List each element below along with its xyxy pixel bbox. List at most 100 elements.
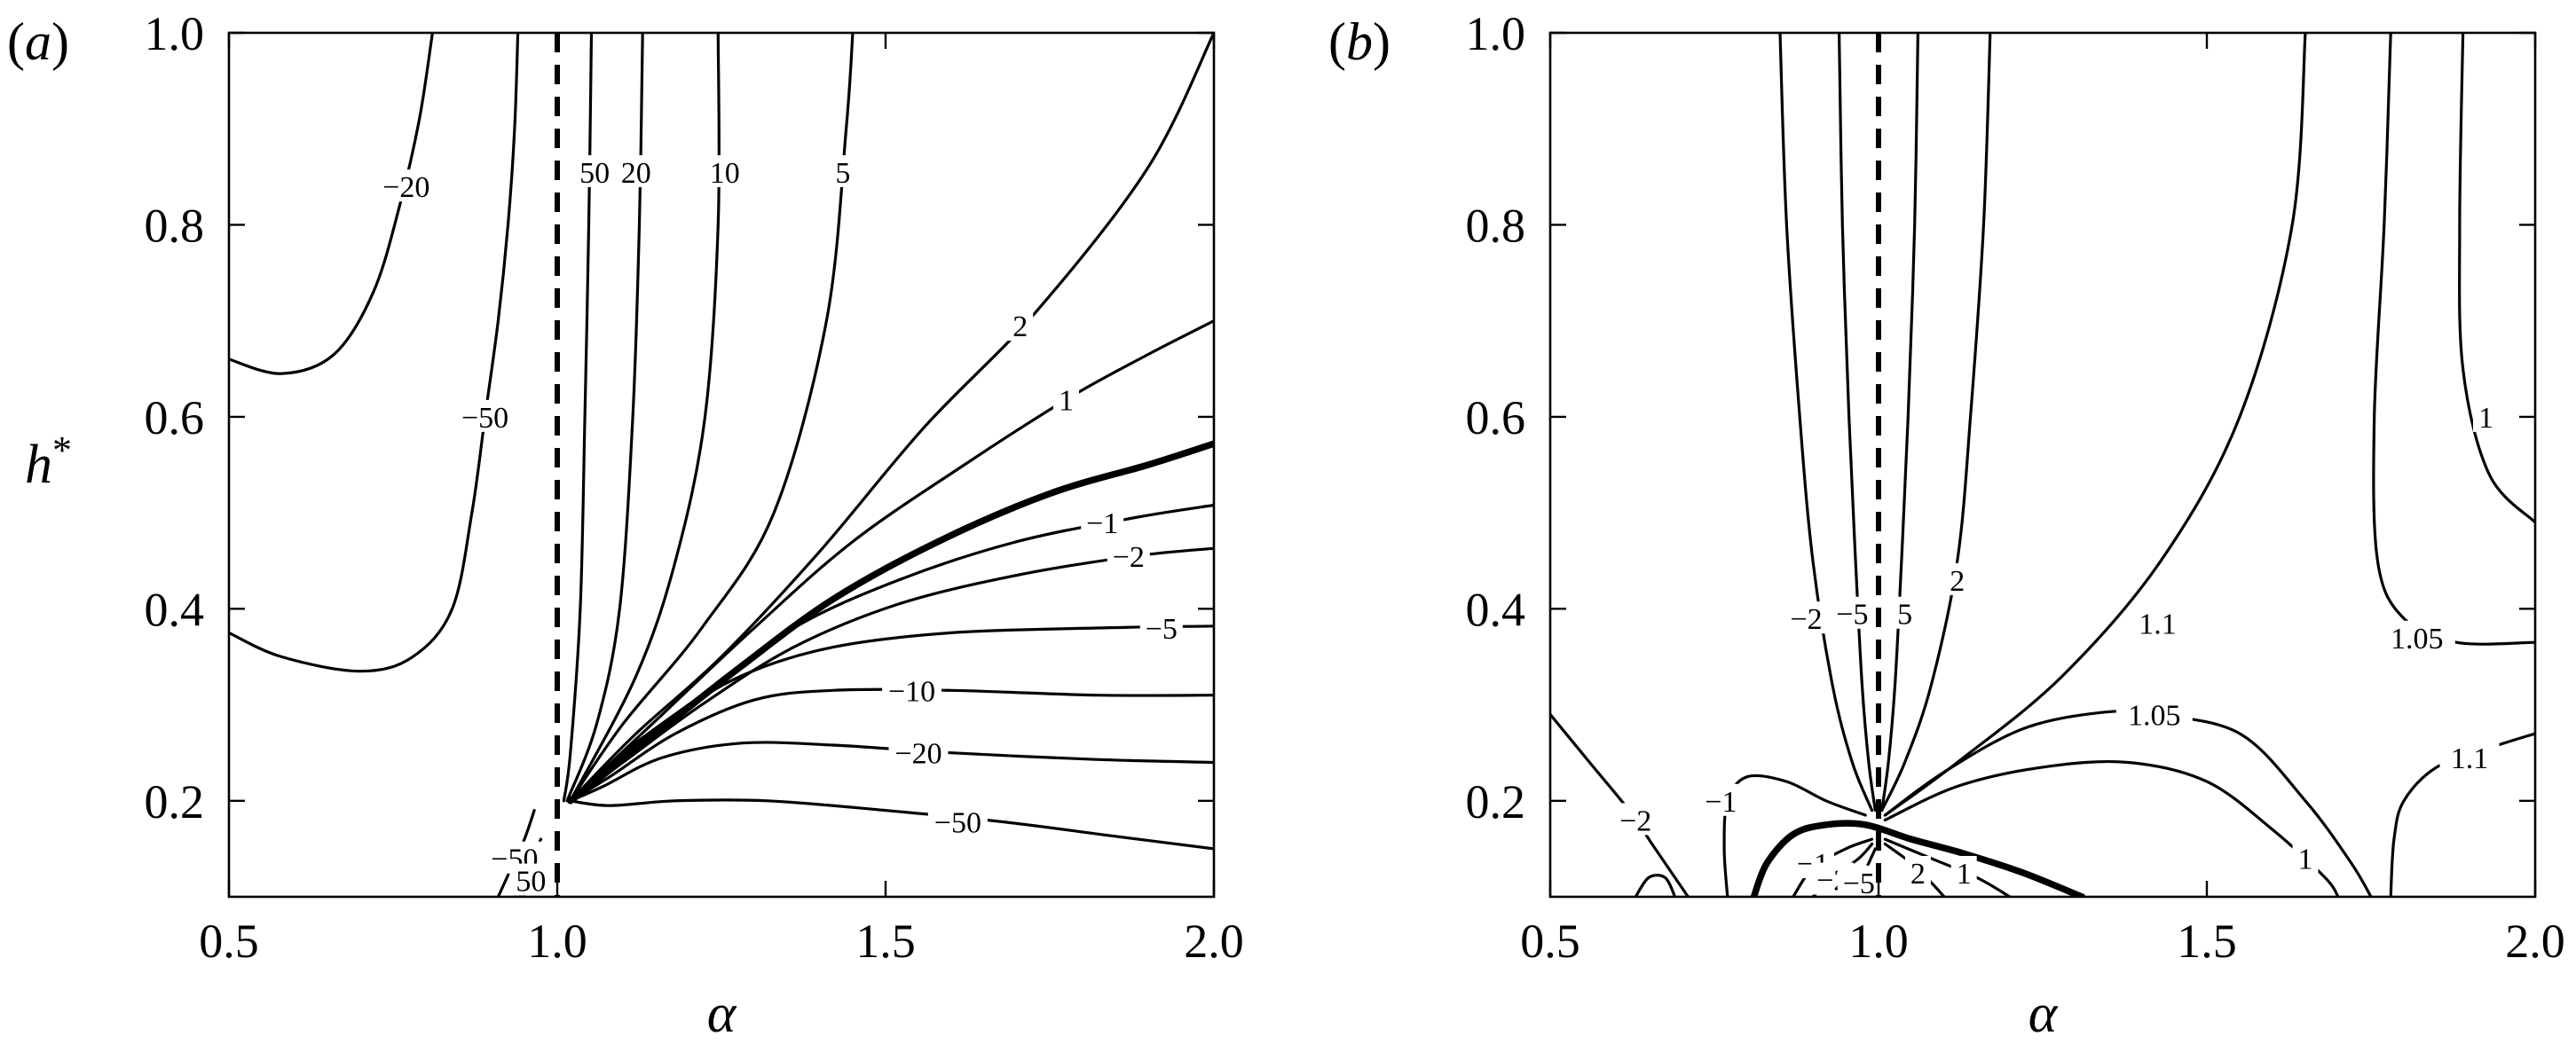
contour-label-bg — [1904, 855, 1931, 888]
y-tick-label: 0.2 — [1466, 775, 1526, 828]
contour-label-4: 1.1 — [2139, 609, 2177, 641]
contour-line-2 — [562, 33, 594, 803]
contour-label-4: 10 — [710, 157, 740, 190]
contour-label-bg — [1107, 538, 1150, 571]
contour-line-8 — [567, 440, 1214, 805]
contour-label-11: −1 — [1705, 786, 1737, 819]
contour-line-1 — [229, 33, 520, 673]
x-tick-label: 1.5 — [855, 915, 916, 968]
contour-line-6 — [569, 33, 1214, 803]
contour-label-6: 2 — [1012, 310, 1028, 343]
contour-label-bg — [703, 154, 746, 187]
contour-label-bg — [455, 399, 516, 432]
contour-label-12: −10 — [888, 675, 935, 708]
contour-label-9: 1.1 — [2451, 742, 2489, 775]
contour-line-2 — [1880, 33, 1919, 813]
contour-label-bg — [2378, 620, 2455, 653]
contour-line-7 — [569, 319, 1214, 803]
contour-label-bg — [1053, 382, 1079, 415]
contour-label-bg — [1784, 601, 1828, 634]
panel-label: (a) — [7, 12, 69, 71]
contour-label-bg — [927, 805, 988, 837]
contour-label-18: 1 — [1957, 858, 1972, 891]
contour-label-bg — [1837, 865, 1880, 898]
contour-label-bg — [888, 735, 949, 768]
contour-label-2: 5 — [1897, 599, 1912, 632]
contour-label-bg — [1139, 610, 1183, 643]
plot-frame — [227, 31, 1216, 899]
x-axis-label: α — [2029, 984, 2059, 1044]
contour-line-13 — [569, 741, 1214, 803]
contour-line-12 — [569, 687, 1214, 803]
contour-label-10: −2 — [1619, 805, 1651, 837]
y-tick-label: 0.8 — [145, 199, 205, 252]
contour-line-0 — [229, 33, 434, 375]
contour-label-6: 1.05 — [2391, 623, 2444, 656]
contour-label-bg — [2115, 697, 2193, 730]
contour-label-bg — [1892, 596, 1918, 629]
contour-label-bg — [1950, 855, 1977, 888]
plot-frame — [1548, 31, 2537, 899]
contour-label-5: 5 — [835, 157, 850, 190]
contour-line-12 — [1750, 820, 2086, 897]
contour-line-4 — [1883, 33, 2307, 817]
contour-label-16: 50 — [516, 866, 546, 899]
y-tick-label: 1.0 — [1466, 7, 1526, 60]
contour-label-bg — [882, 673, 942, 706]
contour-line-11 — [1722, 773, 1867, 897]
contour-label-1: −5 — [1836, 599, 1868, 632]
contour-line-5 — [569, 33, 855, 803]
contour-label-0: −2 — [1791, 603, 1823, 636]
contour-label-bg — [1831, 596, 1874, 629]
contour-label-11: −5 — [1146, 613, 1178, 646]
contour-label-bg — [830, 154, 856, 187]
contour-label-bg — [2473, 399, 2499, 432]
panel-b: −2−5521.111.051.0511.1−2−1−1−2−5210.51.0… — [1328, 7, 2565, 1044]
contour-label-bg — [2292, 841, 2319, 874]
contour-label-bg — [1944, 562, 1971, 595]
contour-label-bg — [1614, 803, 1658, 836]
x-axis-label: α — [707, 984, 737, 1044]
x-tick-label: 0.5 — [199, 915, 259, 968]
contour-label-9: −1 — [1086, 507, 1118, 540]
contour-label-7: 1.05 — [2128, 699, 2181, 732]
x-tick-label: 1.0 — [1848, 915, 1909, 968]
contour-label-5: 1 — [2478, 402, 2493, 435]
contour-lines — [1550, 33, 2535, 897]
contour-label-bg — [1081, 505, 1124, 538]
y-tick-label: 0.4 — [145, 583, 205, 636]
contour-line-3 — [1880, 33, 1992, 813]
contour-line-1 — [1838, 33, 1877, 813]
y-tick-label: 0.2 — [145, 775, 205, 828]
contour-line-13 — [1634, 874, 1677, 897]
contour-line-5 — [2458, 33, 2535, 524]
contour-line-0 — [1778, 33, 1874, 813]
contour-label-8: 1 — [2298, 844, 2313, 876]
contour-line-11 — [569, 624, 1214, 803]
contour-line-6 — [2372, 33, 2535, 646]
contour-label-bg — [509, 863, 553, 896]
contour-label-bg — [1007, 309, 1034, 342]
x-tick-label: 1.0 — [527, 915, 587, 968]
contour-label-0: −20 — [382, 171, 429, 204]
contour-label-bg — [376, 169, 437, 202]
contour-label-bg — [573, 154, 617, 187]
x-tick-label: 2.0 — [2505, 915, 2565, 968]
contour-label-13: −20 — [894, 738, 941, 771]
y-axis-label: h* — [25, 428, 72, 495]
x-tick-label: 0.5 — [1520, 915, 1580, 968]
x-tick-label: 1.5 — [2177, 915, 2237, 968]
contour-label-bg — [2128, 606, 2187, 639]
y-tick-label: 1.0 — [145, 7, 205, 60]
panel-label: (b) — [1328, 12, 1390, 71]
contour-line-4 — [569, 33, 721, 803]
contour-label-2: 50 — [579, 157, 610, 190]
contour-label-17: 2 — [1910, 858, 1926, 891]
contour-label-bg — [614, 154, 658, 187]
contour-label-bg — [2439, 741, 2500, 773]
y-tick-label: 0.4 — [1466, 583, 1526, 636]
contour-label-10: −2 — [1113, 541, 1145, 574]
